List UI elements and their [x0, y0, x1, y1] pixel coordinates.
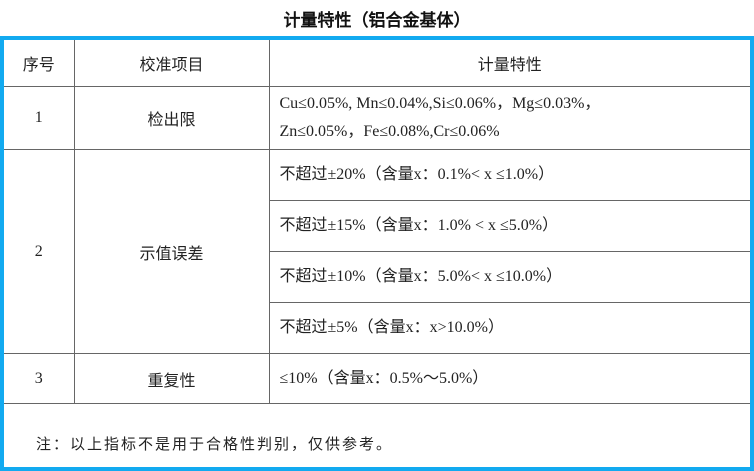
header-item: 校准项目 — [73, 40, 270, 87]
table-subrow: 不超过±10%（含量x：5.0%< x ≤10.0%） — [4, 251, 750, 303]
spec-table-frame: 序号 校准项目 计量特性 1 检出限 Cu≤0.05%, Mn≤0.04%,Si… — [0, 36, 754, 471]
footnote: 注：以上指标不是用于合格性判别，仅供参考。 — [36, 435, 394, 453]
table-row: 2 示值误差 不超过±20%（含量x：0.1%< x ≤1.0%） — [4, 149, 750, 354]
table-row: 3 重复性 ≤10%（含量x：0.5%～5.0%） — [4, 353, 750, 404]
row-spec: Cu≤0.05%, Mn≤0.04%,Si≤0.06%，Mg≤0.03%， Zn… — [268, 86, 750, 150]
table-title: 计量特性（铝合金基体） — [283, 11, 471, 31]
row-spec: 不超过±10%（含量x：5.0%< x ≤10.0%） — [269, 251, 750, 303]
table-subrow: 不超过±15%（含量x：1.0% < x ≤5.0%） — [4, 200, 750, 252]
row-no: 1 — [4, 86, 75, 150]
row-spec: 不超过±5%（含量x：x>10.0%） — [269, 302, 750, 354]
spec-table: 序号 校准项目 计量特性 1 检出限 Cu≤0.05%, Mn≤0.04%,Si… — [4, 40, 750, 404]
row-spec: 不超过±15%（含量x：1.0% < x ≤5.0%） — [269, 200, 750, 252]
row-no: 3 — [4, 353, 75, 404]
header-spec: 计量特性 — [268, 40, 750, 87]
row-item: 重复性 — [73, 353, 270, 404]
row-spec: 不超过±20%（含量x：0.1%< x ≤1.0%） — [268, 149, 750, 201]
header-no: 序号 — [4, 40, 75, 87]
table-row: 1 检出限 Cu≤0.05%, Mn≤0.04%,Si≤0.06%，Mg≤0.0… — [4, 86, 750, 150]
spec-line: Zn≤0.05%，Fe≤0.08%,Cr≤0.06% — [279, 123, 500, 140]
row-item: 检出限 — [73, 86, 270, 150]
row-no: 2 — [4, 149, 75, 354]
table-header-row: 序号 校准项目 计量特性 — [4, 40, 750, 87]
row-spec: ≤10%（含量x：0.5%～5.0%） — [268, 353, 750, 404]
row-item: 示值误差 — [73, 149, 270, 354]
spec-line: Cu≤0.05%, Mn≤0.04%,Si≤0.06%，Mg≤0.03%， — [279, 95, 601, 112]
